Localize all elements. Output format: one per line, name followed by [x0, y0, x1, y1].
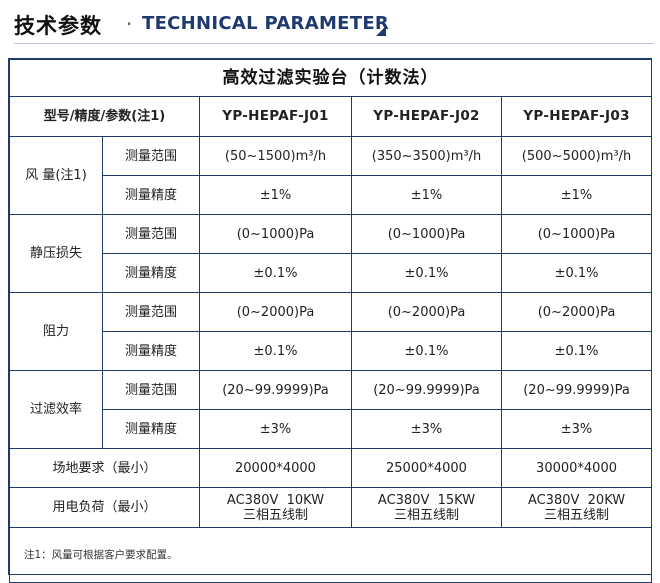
- table-row: 场地要求（最小） 20000*4000 25000*4000 30000*400…: [9, 448, 653, 488]
- cell-value: 30000*4000: [500, 448, 653, 488]
- table-row: 阻力 测量范围 (0~2000)Pa (0~2000)Pa (0~2000)Pa: [9, 292, 653, 371]
- table-header-row: 型号/精度/参数(注1) YP-HEPAF-J01 YP-HEPAF-J02 Y…: [9, 96, 653, 137]
- table-row: 测量精度 ±3% ±3% ±3%: [10, 409, 653, 449]
- cell-value: (20~99.9999)Pa: [500, 370, 653, 410]
- model-header: YP-HEPAF-J03: [500, 96, 653, 137]
- row-label: 测量范围: [102, 370, 200, 410]
- table-title: 高效过滤实验台（计数法）: [8, 59, 653, 97]
- row-label: 测量精度: [102, 331, 200, 371]
- table-row: 静压损失 测量范围 (0~1000)Pa (0~1000)Pa (0~1000)…: [9, 214, 653, 293]
- cell-value: ±1%: [351, 175, 502, 215]
- header-divider: [14, 43, 654, 44]
- parameter-table: 高效过滤实验台（计数法） 型号/精度/参数(注1) YP-HEPAF-J01 Y…: [8, 59, 653, 583]
- corner-triangle-icon: [376, 26, 386, 36]
- cell-value: (0~1000)Pa: [500, 214, 653, 254]
- cell-value: ±0.1%: [500, 253, 653, 293]
- cell-value: (350~3500)m³/h: [351, 136, 502, 176]
- cell-value: ±0.1%: [500, 331, 653, 371]
- wiring-spec: 三相五线制: [393, 507, 459, 523]
- row-label: 测量精度: [102, 175, 200, 215]
- header-label: 型号/精度/参数(注1): [9, 96, 200, 137]
- wiring-spec: 三相五线制: [544, 507, 610, 523]
- cell-value: (20~99.9999)Pa: [199, 370, 352, 410]
- cell-value: AC380V 10KW 三相五线制: [199, 487, 352, 528]
- wiring-spec: 三相五线制: [242, 507, 308, 523]
- table-row: 测量精度 ±0.1% ±0.1% ±0.1%: [10, 331, 653, 371]
- cell-value: 20000*4000: [199, 448, 352, 488]
- power-spec: AC380V 20KW: [527, 492, 626, 508]
- row-label: 测量范围: [102, 136, 200, 176]
- cell-value: (0~2000)Pa: [351, 292, 502, 332]
- row-label: 测量精度: [102, 409, 200, 449]
- table-row: 用电负荷（最小） AC380V 10KW 三相五线制 AC380V 15KW 三…: [9, 487, 653, 528]
- cell-value: ±0.1%: [199, 253, 352, 293]
- table-row: 过滤效率 测量范围 (20~99.9999)Pa (20~99.9999)Pa …: [9, 370, 653, 449]
- table-title-row: 高效过滤实验台（计数法）: [8, 59, 653, 97]
- cell-value: ±1%: [199, 175, 352, 215]
- cell-value: (0~1000)Pa: [199, 214, 352, 254]
- power-spec: AC380V 10KW: [226, 492, 325, 508]
- group-label: 过滤效率: [9, 370, 103, 449]
- section-header: 技术参数 · TECHNICAL PARAMETER: [8, 6, 654, 44]
- row-label: 测量精度: [102, 253, 200, 293]
- row-label: 场地要求（最小）: [9, 448, 200, 488]
- cell-value: ±3%: [500, 409, 653, 449]
- table-note: 注1：风量可根据客户要求配置。: [8, 527, 653, 583]
- cell-value: (500~5000)m³/h: [500, 136, 653, 176]
- title-separator: ·: [126, 12, 133, 36]
- cell-value: AC380V 15KW 三相五线制: [351, 487, 502, 528]
- cell-value: ±0.1%: [199, 331, 352, 371]
- cell-value: ±0.1%: [351, 253, 502, 293]
- model-header: YP-HEPAF-J02: [351, 96, 502, 137]
- row-label: 测量范围: [102, 214, 200, 254]
- group-label: 风 量(注1): [9, 136, 103, 215]
- group-label: 静压损失: [9, 214, 103, 293]
- row-label: 测量范围: [102, 292, 200, 332]
- section-title-en: TECHNICAL PARAMETER: [142, 13, 390, 34]
- cell-value: ±3%: [351, 409, 502, 449]
- cell-value: ±1%: [500, 175, 653, 215]
- cell-value: (0~1000)Pa: [351, 214, 502, 254]
- cell-value: (0~2000)Pa: [199, 292, 352, 332]
- cell-value: ±0.1%: [351, 331, 502, 371]
- row-label: 用电负荷（最小）: [9, 487, 200, 528]
- cell-value: (20~99.9999)Pa: [351, 370, 502, 410]
- cell-value: ±3%: [199, 409, 352, 449]
- table-row: 测量精度 ±1% ±1% ±1%: [10, 175, 653, 215]
- cell-value: 25000*4000: [351, 448, 502, 488]
- cell-value: AC380V 20KW 三相五线制: [500, 487, 653, 528]
- note-row: 注1：风量可根据客户要求配置。: [8, 527, 653, 583]
- group-label: 阻力: [9, 292, 103, 371]
- section-title-cn: 技术参数: [14, 14, 102, 38]
- model-header: YP-HEPAF-J01: [199, 96, 352, 137]
- power-spec: AC380V 15KW: [377, 492, 476, 508]
- table-row: 风 量(注1) 测量范围 (50~1500)m³/h (350~3500)m³/…: [9, 136, 653, 215]
- cell-value: (0~2000)Pa: [500, 292, 653, 332]
- table-row: 测量精度 ±0.1% ±0.1% ±0.1%: [10, 253, 653, 293]
- cell-value: (50~1500)m³/h: [199, 136, 352, 176]
